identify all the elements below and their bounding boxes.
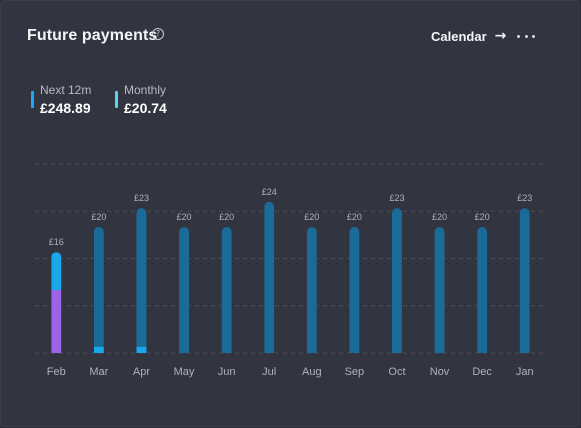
stat-value: £20.74 (124, 100, 167, 116)
data-label: £20 (177, 212, 192, 222)
more-options-icon[interactable] (517, 29, 535, 43)
x-tick-label: Feb (47, 366, 66, 378)
x-tick-label: Dec (472, 366, 492, 378)
x-tick-label: Jul (262, 366, 276, 378)
calendar-link[interactable]: Calendar → (431, 29, 506, 44)
stat-monthly: Monthly £20.74 (115, 83, 167, 117)
stat-value: £248.89 (40, 100, 91, 116)
x-tick-label: Jan (516, 366, 534, 378)
x-tick-label: Mar (89, 366, 108, 378)
bar-segment (51, 252, 62, 290)
card-title: Future payments (27, 27, 158, 44)
bar-segment (179, 227, 190, 353)
stat-color-bar (31, 91, 34, 108)
x-tick-label: Nov (430, 366, 450, 378)
help-icon[interactable]: ? (152, 28, 164, 40)
bar-aug[interactable] (306, 227, 317, 353)
bar-segment (477, 227, 488, 353)
bar-segment (434, 227, 445, 353)
arrow-right-icon: → (494, 28, 507, 44)
bar-segment (51, 290, 62, 353)
stat-label: Monthly (124, 83, 167, 97)
bar-oct[interactable] (391, 208, 402, 353)
bar-segment (93, 227, 104, 347)
data-label: £23 (134, 193, 149, 203)
x-tick-label: May (174, 366, 195, 378)
bar-segment (519, 208, 530, 353)
bar-segment (136, 208, 147, 347)
bar-dec[interactable] (477, 227, 488, 353)
stat-label: Next 12m (40, 83, 92, 97)
bar-jun[interactable] (221, 227, 232, 353)
data-label: £16 (49, 237, 64, 247)
bar-segment (391, 208, 402, 353)
data-label: £20 (432, 212, 447, 222)
data-label: £23 (389, 193, 404, 203)
bar-segment (349, 227, 360, 353)
bar-sep[interactable] (349, 227, 360, 353)
data-label: £20 (304, 212, 319, 222)
bar-jul[interactable] (264, 201, 275, 353)
x-tick-label: Sep (345, 366, 365, 378)
data-label: £23 (517, 193, 532, 203)
data-label: £20 (475, 212, 490, 222)
x-tick-label: Jun (218, 366, 236, 378)
bar-segment (136, 346, 147, 353)
data-label: £20 (347, 212, 362, 222)
bar-segment (306, 227, 317, 353)
data-label: £24 (262, 187, 277, 197)
data-label: £20 (219, 212, 234, 222)
bar-jan[interactable] (519, 208, 530, 353)
stat-color-bar (115, 91, 118, 108)
bar-segment (221, 227, 232, 353)
data-label: £20 (91, 212, 106, 222)
calendar-label: Calendar (431, 29, 487, 44)
x-tick-label: Oct (388, 366, 405, 378)
stat-next-12m: Next 12m £248.89 (31, 83, 91, 117)
x-tick-label: Aug (302, 366, 322, 378)
bar-apr[interactable] (136, 208, 147, 353)
future-payments-chart: £16 Feb £20 Mar £23 Apr £20 May £20 Jun £24 Jul £20 A… (35, 163, 546, 378)
bar-mar[interactable] (93, 227, 104, 353)
bar-may[interactable] (179, 227, 190, 353)
bar-segment (264, 201, 275, 353)
bar-segment (93, 346, 104, 353)
bar-nov[interactable] (434, 227, 445, 353)
x-tick-label: Apr (133, 366, 150, 378)
bar-feb[interactable] (51, 252, 62, 353)
